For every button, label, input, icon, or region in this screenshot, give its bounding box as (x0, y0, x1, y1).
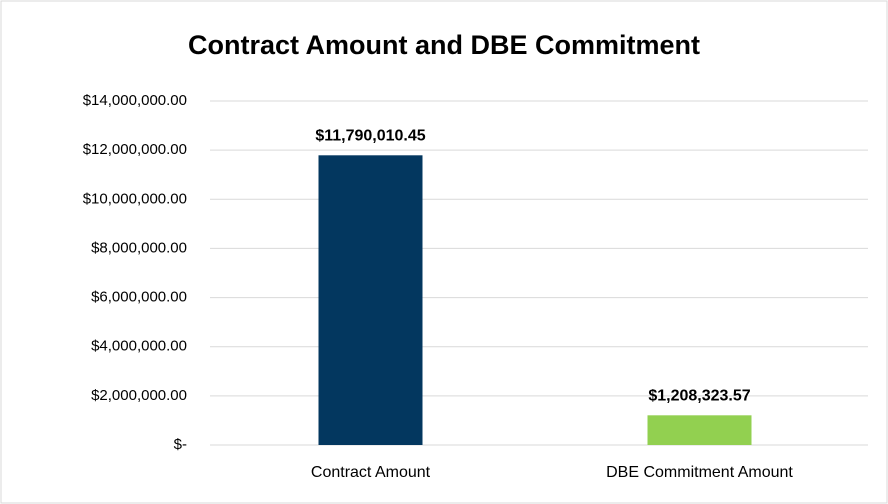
y-tick-label: $4,000,000.00 (91, 338, 187, 355)
y-tick-label: $14,000,000.00 (83, 92, 187, 109)
data-label: $1,208,323.57 (648, 388, 750, 405)
y-tick-label: $- (174, 436, 187, 453)
x-tick-label: Contract Amount (311, 464, 431, 481)
y-tick-label: $6,000,000.00 (91, 289, 187, 306)
bar (318, 155, 423, 445)
data-label: $11,790,010.45 (315, 128, 425, 145)
chart-title: Contract Amount and DBE Commitment (188, 30, 700, 60)
x-tick-label: DBE Commitment Amount (606, 464, 793, 481)
y-tick-label: $10,000,000.00 (83, 190, 187, 207)
y-tick-label: $8,000,000.00 (91, 239, 187, 256)
y-tick-label: $12,000,000.00 (83, 141, 187, 158)
bar (647, 415, 752, 445)
y-tick-label: $2,000,000.00 (91, 387, 187, 404)
